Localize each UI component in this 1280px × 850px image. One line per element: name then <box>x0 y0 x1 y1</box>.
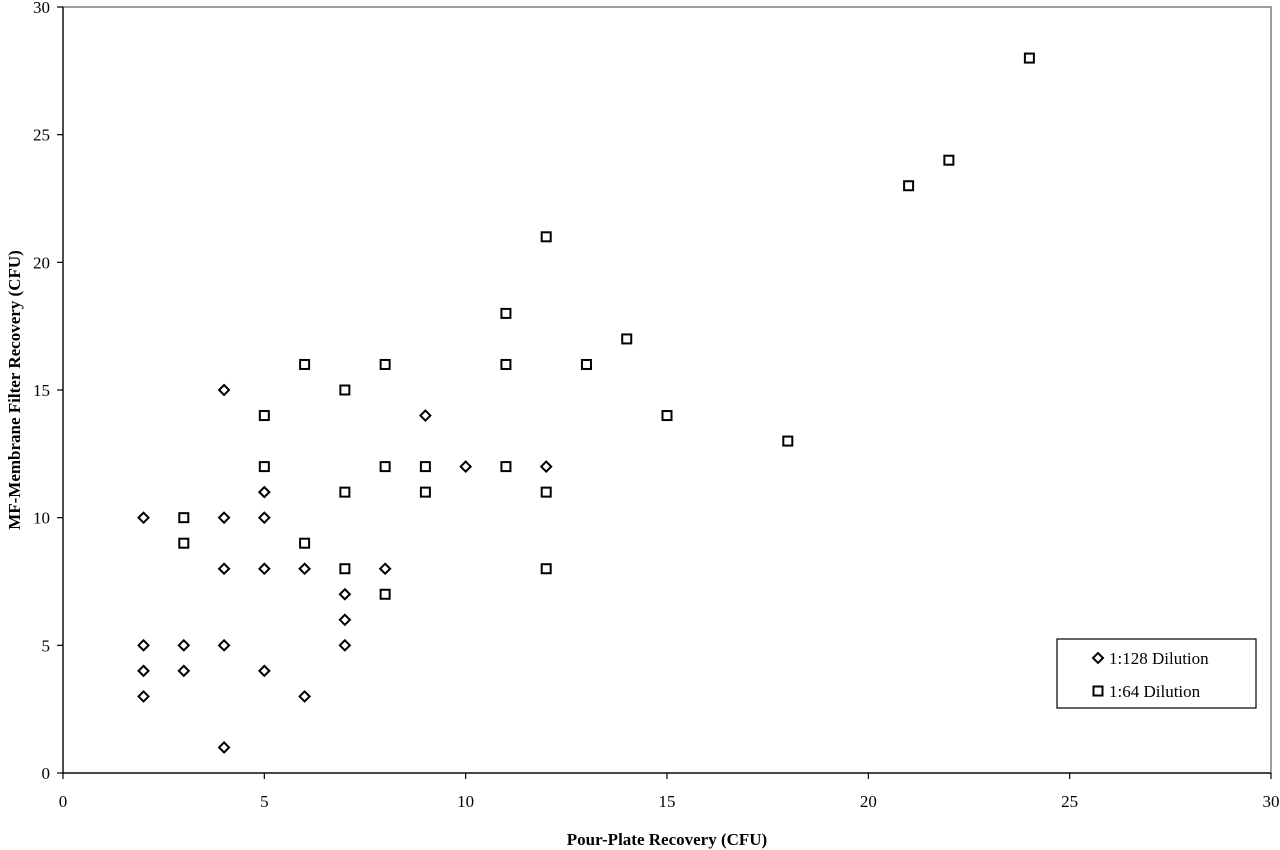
diamond-point <box>137 689 150 703</box>
square-point <box>419 461 431 473</box>
x-tick-label: 20 <box>860 792 877 811</box>
legend-label: 1:128 Dilution <box>1109 649 1209 668</box>
diamond-point <box>338 638 352 652</box>
square-point <box>540 486 552 498</box>
square-point <box>339 384 351 396</box>
square-point <box>500 358 512 370</box>
legend-diamond-icon <box>1091 651 1105 665</box>
diamond-point <box>217 638 231 652</box>
diamond-point <box>418 409 432 422</box>
diamond-point <box>217 562 231 576</box>
y-axis-ticks: 0 5 10 15 20 25 30 <box>33 0 63 783</box>
diamond-point <box>257 485 271 499</box>
legend-label: 1:64 Dilution <box>1109 682 1201 701</box>
square-point <box>379 358 391 370</box>
y-tick-label: 20 <box>33 253 50 272</box>
y-tick-label: 5 <box>42 636 51 655</box>
diamond-point <box>217 741 231 754</box>
diamond-point <box>257 562 271 576</box>
square-point <box>621 333 633 345</box>
square-point <box>903 180 915 192</box>
square-point <box>661 410 673 422</box>
square-point <box>943 154 955 166</box>
square-point <box>1023 52 1035 64</box>
diamond-point <box>298 689 312 703</box>
x-tick-label: 5 <box>260 792 269 811</box>
square-point <box>339 486 351 498</box>
diamond-point <box>338 587 352 601</box>
diamond-point <box>137 664 150 678</box>
data-points <box>137 52 1035 754</box>
x-tick-label: 15 <box>659 792 676 811</box>
y-tick-label: 15 <box>33 381 50 400</box>
x-axis-ticks: 0 5 10 15 20 25 30 <box>59 773 1280 811</box>
square-point <box>540 563 552 575</box>
square-point <box>540 231 552 243</box>
square-point <box>500 307 512 319</box>
square-point <box>299 358 311 370</box>
square-point <box>258 410 270 422</box>
y-tick-label: 10 <box>33 509 50 528</box>
diamond-point <box>217 383 231 397</box>
y-tick-label: 30 <box>33 0 50 17</box>
legend-items: 1:128 Dilution 1:64 Dilution <box>1091 649 1209 701</box>
diamond-point <box>137 511 150 525</box>
square-point <box>500 461 512 473</box>
diamond-point <box>217 511 231 525</box>
diamond-point <box>257 511 271 525</box>
diamond-point <box>137 638 150 652</box>
diamond-point <box>177 638 191 652</box>
diamond-point <box>378 562 392 576</box>
square-point <box>178 512 190 524</box>
legend-box <box>1056 638 1257 709</box>
diamond-point <box>257 664 271 678</box>
square-point <box>299 537 311 549</box>
legend-square-icon <box>1092 685 1104 697</box>
x-tick-label: 10 <box>457 792 474 811</box>
y-tick-label: 25 <box>33 126 50 145</box>
square-point <box>178 537 190 549</box>
x-tick-label: 0 <box>59 792 68 811</box>
square-point <box>258 461 270 473</box>
square-point <box>782 435 794 447</box>
y-axis-title: MF-Membrane Filter Recovery (CFU) <box>5 250 24 530</box>
diamond-point <box>539 460 553 474</box>
x-tick-label: 30 <box>1263 792 1280 811</box>
square-point <box>379 588 391 600</box>
square-point <box>379 461 391 473</box>
diamond-point <box>298 562 312 576</box>
diamond-point <box>338 613 352 627</box>
square-point <box>580 358 592 370</box>
y-tick-label: 0 <box>42 764 51 783</box>
x-axis-title: Pour-Plate Recovery (CFU) <box>567 830 767 849</box>
x-tick-label: 25 <box>1061 792 1078 811</box>
square-point <box>339 563 351 575</box>
square-point <box>419 486 431 498</box>
legend: 1:128 Dilution 1:64 Dilution <box>1056 638 1257 709</box>
diamond-point <box>177 664 191 678</box>
diamond-point <box>459 460 473 474</box>
